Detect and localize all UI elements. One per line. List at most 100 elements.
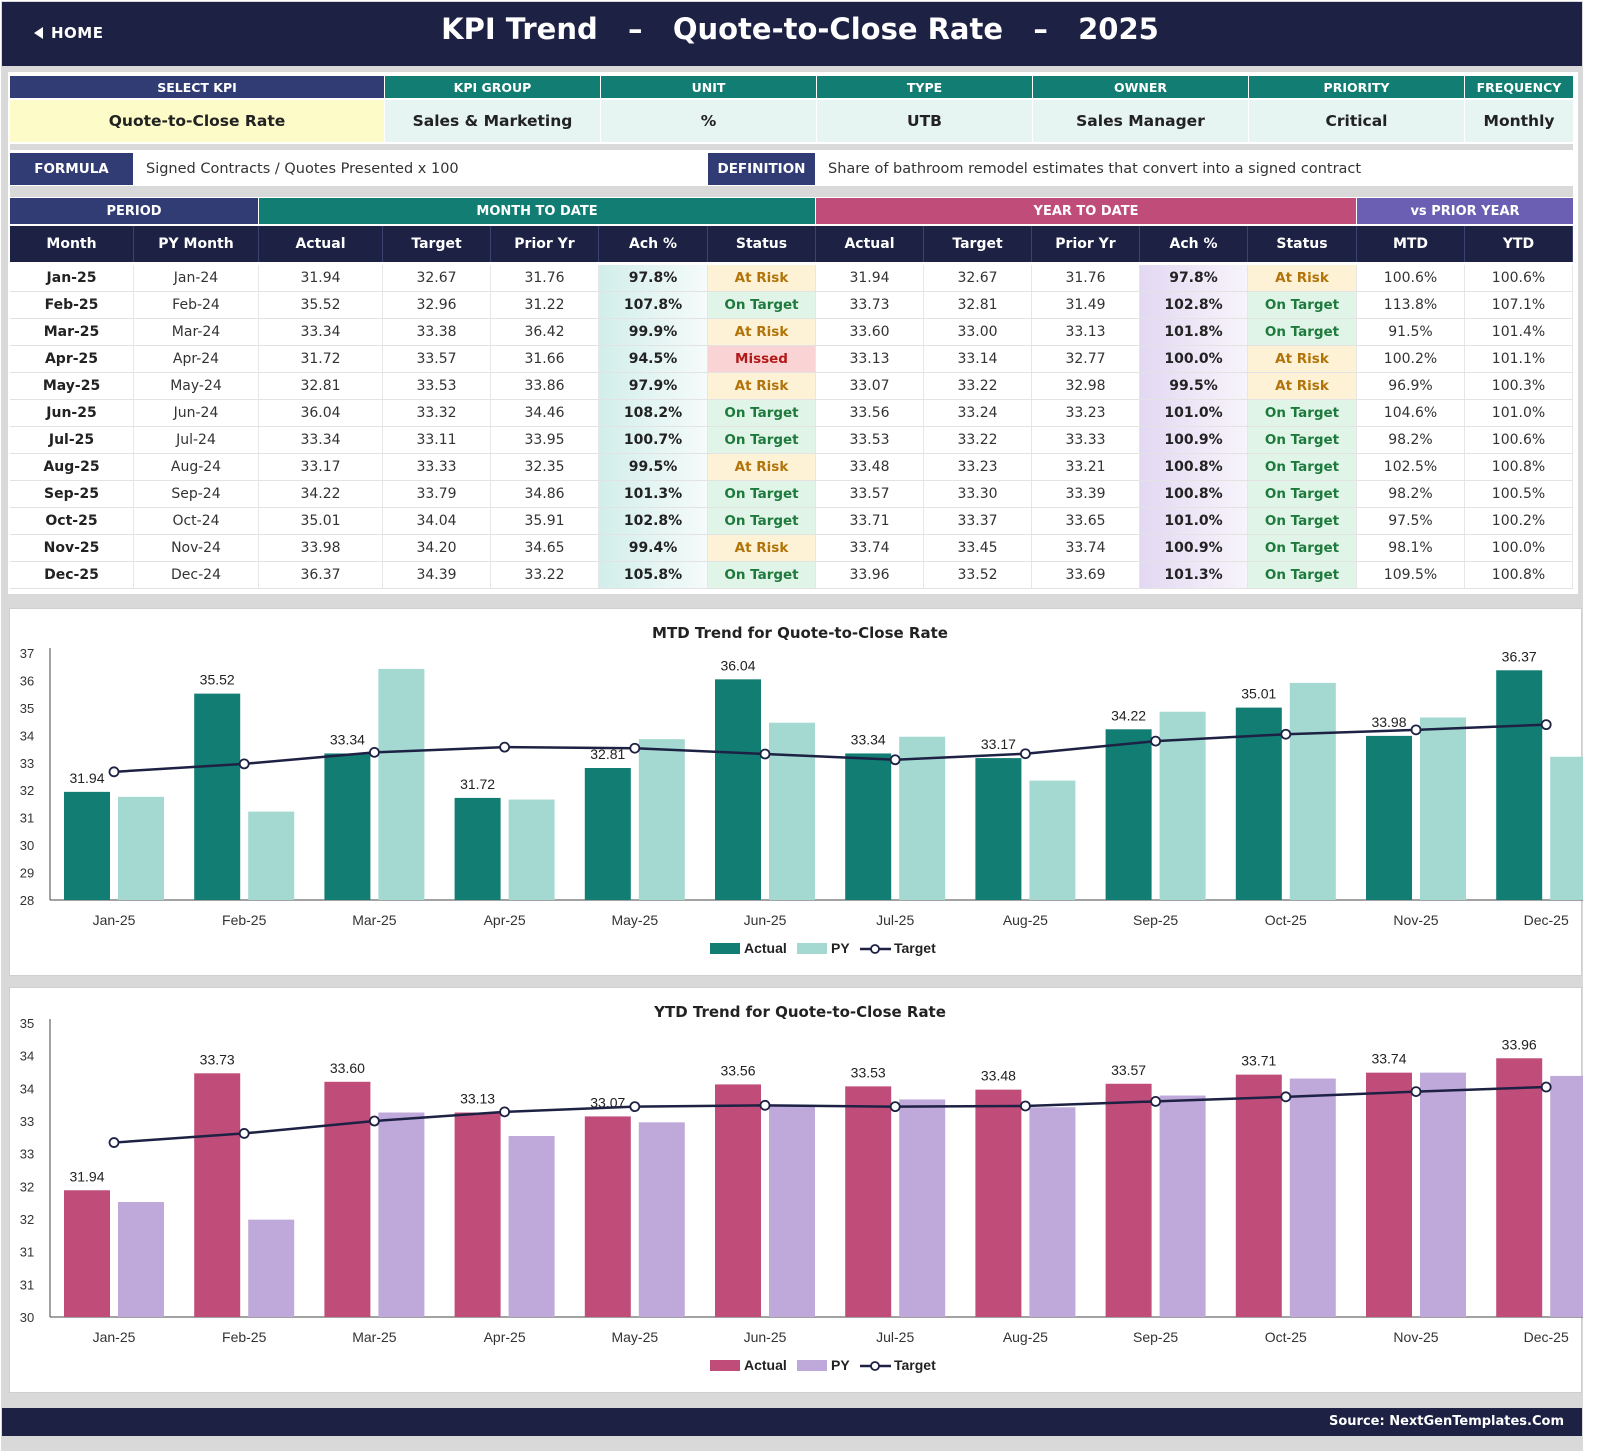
x-tick-label: Sep-25 xyxy=(1133,912,1178,928)
py-bar xyxy=(248,811,295,900)
actual-data-label: 33.96 xyxy=(1502,1036,1537,1052)
py-bar xyxy=(638,1122,685,1317)
x-tick-label: Apr-25 xyxy=(484,1329,526,1345)
cell-ytd-prior-yr: 33.74 xyxy=(1032,535,1140,561)
cell-mtd-prior-yr: 36.42 xyxy=(491,319,599,345)
cell-mtd-actual: 35.01 xyxy=(259,508,383,534)
cell-mtd-target: 32.67 xyxy=(383,265,491,291)
cell-mtd-ach: 102.8% xyxy=(599,508,708,534)
cell-ytd-ach: 100.9% xyxy=(1140,427,1248,453)
actual-data-label: 31.94 xyxy=(69,1168,104,1184)
y-tick-label: 34 xyxy=(20,728,34,743)
target-point xyxy=(499,1106,511,1118)
cell-mtd-actual: 32.81 xyxy=(259,373,383,399)
cell-mtd-target: 34.39 xyxy=(383,562,491,588)
column-header-ytd-status: Status xyxy=(1248,226,1357,262)
cell-ytd-status: On Target xyxy=(1248,481,1357,507)
priority-header: PRIORITY xyxy=(1249,76,1464,98)
cell-vs-py-ytd: 100.5% xyxy=(1465,481,1573,507)
cell-mtd-target: 34.04 xyxy=(383,508,491,534)
x-tick-label: Jul-25 xyxy=(876,1329,914,1345)
actual-data-label: 35.52 xyxy=(200,672,235,688)
title-bar: HOME xyxy=(2,2,1582,66)
cell-mtd-actual: 31.94 xyxy=(259,265,383,291)
actual-bar xyxy=(1366,1072,1412,1317)
actual-bar xyxy=(845,753,892,900)
py-bar xyxy=(378,668,425,900)
actual-data-label: 33.74 xyxy=(1371,1051,1406,1067)
target-point xyxy=(368,746,380,758)
x-tick-label: May-25 xyxy=(611,1329,658,1345)
actual-bar xyxy=(324,1081,371,1317)
table-row: Mar-25 Mar-24 33.34 33.38 36.42 99.9% At Risk 3… xyxy=(10,319,1573,346)
column-header-month: Month xyxy=(10,226,134,262)
actual-data-label: 34.22 xyxy=(1111,707,1146,723)
frequency-header: FREQUENCY xyxy=(1465,76,1573,98)
legend-target-marker xyxy=(870,944,880,954)
cell-ytd-prior-yr: 32.98 xyxy=(1032,373,1140,399)
cell-mtd-actual: 33.34 xyxy=(259,427,383,453)
cell-month: Oct-25 xyxy=(10,508,134,534)
cell-mtd-ach: 101.3% xyxy=(599,481,708,507)
target-point xyxy=(1020,1100,1031,1112)
cell-ytd-actual: 33.53 xyxy=(816,427,924,453)
x-tick-label: Mar-25 xyxy=(352,1329,397,1345)
cell-mtd-status: Missed xyxy=(708,346,816,372)
cell-mtd-status: On Target xyxy=(708,508,816,534)
actual-bar xyxy=(1366,735,1412,900)
target-point xyxy=(1020,748,1031,760)
cell-py-month: Sep-24 xyxy=(134,481,259,507)
actual-data-label: 33.71 xyxy=(1241,1053,1276,1069)
x-tick-label: Jun-25 xyxy=(744,1329,787,1345)
home-button[interactable]: HOME xyxy=(34,24,103,42)
y-tick-label: 35 xyxy=(20,1019,34,1031)
py-bar xyxy=(1289,1078,1336,1317)
cell-ytd-ach: 101.8% xyxy=(1140,319,1248,345)
cell-month: Apr-25 xyxy=(10,346,134,372)
cell-month: May-25 xyxy=(10,373,134,399)
legend-py-label: PY xyxy=(831,1357,850,1373)
cell-ytd-prior-yr: 31.76 xyxy=(1032,265,1140,291)
cell-mtd-actual: 36.04 xyxy=(259,400,383,426)
select-kpi-dropdown[interactable]: Quote-to-Close Rate xyxy=(10,100,384,142)
cell-mtd-target: 33.33 xyxy=(383,454,491,480)
cell-vs-py-ytd: 101.0% xyxy=(1465,400,1573,426)
cell-mtd-ach: 97.9% xyxy=(599,373,708,399)
kpi-group-value: Sales & Marketing xyxy=(385,100,600,142)
cell-mtd-status: At Risk xyxy=(708,373,816,399)
cell-vs-py-ytd: 100.6% xyxy=(1465,427,1573,453)
table-row: Jun-25 Jun-24 36.04 33.32 34.46 108.2% On Targ… xyxy=(10,400,1573,427)
cell-mtd-prior-yr: 32.35 xyxy=(491,454,599,480)
x-tick-label: Jan-25 xyxy=(93,912,136,928)
cell-ytd-target: 33.30 xyxy=(924,481,1032,507)
cell-ytd-status: At Risk xyxy=(1248,373,1357,399)
cell-ytd-actual: 33.74 xyxy=(816,535,924,561)
frequency-value: Monthly xyxy=(1465,100,1573,142)
target-line xyxy=(113,1085,1547,1144)
py-bar xyxy=(1159,1095,1206,1317)
cell-ytd-prior-yr: 33.13 xyxy=(1032,319,1140,345)
back-arrow-icon xyxy=(34,27,43,39)
cell-mtd-target: 33.79 xyxy=(383,481,491,507)
cell-ytd-target: 32.81 xyxy=(924,292,1032,318)
cell-ytd-status: On Target xyxy=(1248,319,1357,345)
py-bar xyxy=(508,799,555,900)
target-point xyxy=(499,741,511,753)
cell-mtd-actual: 31.72 xyxy=(259,346,383,372)
cell-ytd-ach: 97.8% xyxy=(1140,265,1248,291)
cell-ytd-prior-yr: 33.39 xyxy=(1032,481,1140,507)
cell-vs-py-ytd: 107.1% xyxy=(1465,292,1573,318)
cell-py-month: Jan-24 xyxy=(134,265,259,291)
cell-vs-py-mtd: 100.6% xyxy=(1357,265,1465,291)
cell-mtd-target: 34.20 xyxy=(383,535,491,561)
cell-mtd-prior-yr: 33.86 xyxy=(491,373,599,399)
actual-data-label: 33.13 xyxy=(460,1091,495,1107)
cell-mtd-status: On Target xyxy=(708,292,816,318)
cell-mtd-status: At Risk xyxy=(708,319,816,345)
cell-py-month: Jun-24 xyxy=(134,400,259,426)
cell-mtd-prior-yr: 34.46 xyxy=(491,400,599,426)
py-bar xyxy=(378,1112,425,1317)
y-tick-label: 28 xyxy=(20,893,34,908)
legend-py-swatch xyxy=(797,943,827,954)
x-tick-label: Aug-25 xyxy=(1003,1329,1048,1345)
